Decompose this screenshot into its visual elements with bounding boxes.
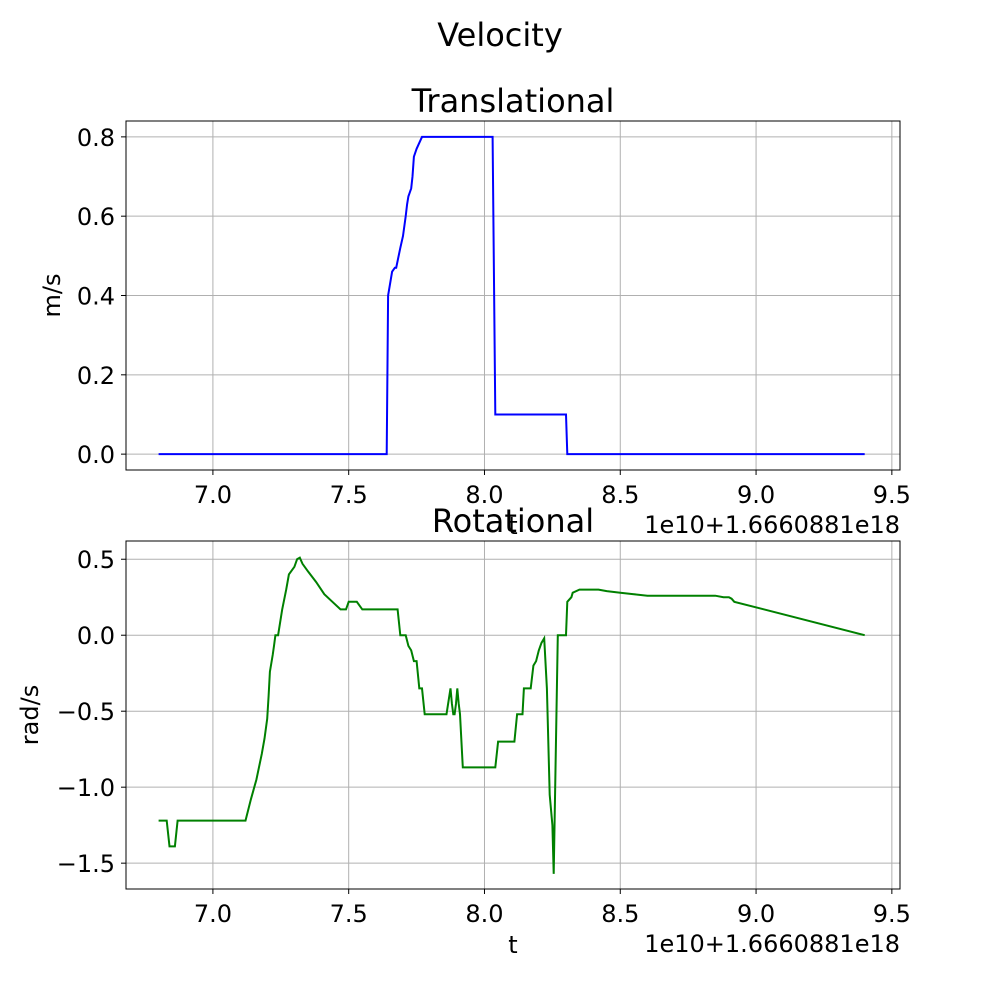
translational-y-tick-label: 0.4 bbox=[77, 283, 115, 311]
rotational-y-tick-label: −1.5 bbox=[57, 850, 115, 878]
rotational-frame bbox=[125, 540, 901, 890]
rotational-x-tick-label: 9.5 bbox=[873, 900, 911, 928]
translational-axes: 7.0 7.5 8.0 8.5 9.0 9.5 0.0 0.2 0.4 0.6 0.8 Trans… bbox=[38, 82, 911, 540]
rotational-x-ticks: 7.0 7.5 8.0 8.5 9.0 9.5 bbox=[194, 889, 911, 928]
translational-y-tick-label: 0.6 bbox=[77, 203, 115, 231]
rotational-x-offset-label: 1e10+1.6660881e18 bbox=[644, 930, 900, 958]
rotational-x-tick-label: 8.5 bbox=[601, 900, 639, 928]
translational-x-tick-label: 8.0 bbox=[465, 481, 503, 509]
rotational-x-tick-label: 7.0 bbox=[194, 900, 232, 928]
translational-x-offset-label: 1e10+1.6660881e18 bbox=[644, 511, 900, 539]
rotational-title: Rotational bbox=[432, 502, 594, 540]
translational-y-label: m/s bbox=[38, 274, 66, 318]
translational-y-ticks: 0.0 0.2 0.4 0.6 0.8 bbox=[77, 124, 126, 469]
rotational-x-tick-label: 7.5 bbox=[330, 900, 368, 928]
rotational-velocity-line bbox=[158, 556, 865, 874]
translational-y-tick-label: 0.8 bbox=[77, 124, 115, 152]
rotational-axes: 7.0 7.5 8.0 8.5 9.0 9.5 0.5 0.0 −0.5 −1.0 −1.5 Ro… bbox=[16, 502, 911, 959]
rotational-y-tick-label: −0.5 bbox=[57, 698, 115, 726]
rotational-y-tick-label: 0.0 bbox=[77, 622, 115, 650]
translational-x-tick-label: 7.0 bbox=[194, 481, 232, 509]
rotational-x-label: t bbox=[508, 931, 517, 959]
translational-x-label: t bbox=[508, 512, 517, 540]
rotational-x-tick-label: 9.0 bbox=[737, 900, 775, 928]
translational-x-ticks: 7.0 7.5 8.0 8.5 9.0 9.5 bbox=[194, 470, 911, 509]
translational-y-tick-label: 0.0 bbox=[77, 441, 115, 469]
rotational-y-tick-label: −1.0 bbox=[57, 774, 115, 802]
rotational-y-ticks: 0.5 0.0 −0.5 −1.0 −1.5 bbox=[57, 546, 126, 878]
translational-velocity-line bbox=[158, 135, 865, 456]
translational-grid bbox=[126, 121, 900, 470]
translational-x-tick-label: 8.5 bbox=[601, 481, 639, 509]
rotational-grid bbox=[126, 541, 900, 889]
rotational-y-label: rad/s bbox=[16, 685, 44, 745]
rotational-y-tick-label: 0.5 bbox=[77, 546, 115, 574]
translational-x-tick-label: 9.5 bbox=[873, 481, 911, 509]
translational-x-tick-label: 9.0 bbox=[737, 481, 775, 509]
translational-title: Translational bbox=[411, 82, 615, 120]
rotational-x-tick-label: 8.0 bbox=[465, 900, 503, 928]
translational-y-tick-label: 0.2 bbox=[77, 362, 115, 390]
translational-x-tick-label: 7.5 bbox=[330, 481, 368, 509]
figure-suptitle: Velocity bbox=[437, 16, 563, 54]
